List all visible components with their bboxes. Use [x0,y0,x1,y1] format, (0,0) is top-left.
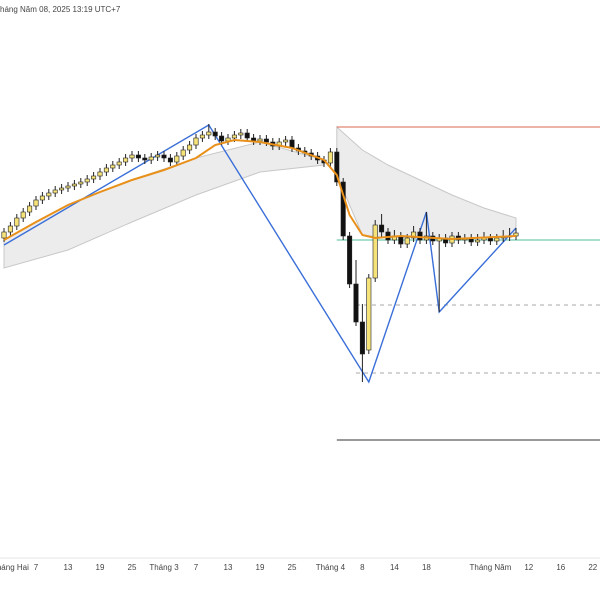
candle-body [1,231,7,239]
x-tick-label: 7 [34,563,39,572]
x-tick-label: Tháng Năm [470,563,512,572]
candle-body [142,157,148,161]
x-tick-label: 7 [194,563,199,572]
candle-body [46,192,52,197]
candle-body [39,195,45,201]
candle-body [353,283,359,323]
candle-body [20,211,26,219]
candle-body [475,239,481,243]
candle-body [231,134,237,139]
candle-body [84,178,90,183]
candle-body [347,235,353,285]
candle-body [238,132,244,136]
zigzag-line [3,124,517,384]
x-tick-label: 19 [256,563,265,572]
x-tick-label: 12 [524,563,533,572]
x-tick-label: 25 [128,563,137,572]
candle-body [283,139,289,143]
candle-body [27,205,33,213]
x-tick-label: 22 [588,563,597,572]
x-tick-label: Tháng 4 [316,563,346,572]
x-tick-label: 8 [360,563,365,572]
candle-body [161,154,167,159]
candle-body [59,187,65,191]
candle-body [417,231,423,241]
x-tick-label: 25 [288,563,297,572]
candle-body [78,181,84,185]
candle-body [135,154,141,159]
candle-body [199,134,205,139]
x-tick-label: 13 [224,563,233,572]
x-tick-label: 18 [422,563,431,572]
x-tick-label: Tháng Hai [0,563,29,572]
x-tick-label: 19 [96,563,105,572]
candle-body [103,167,109,173]
candle-body [340,181,346,237]
candle-body [65,185,71,189]
header: háng Năm 08, 2025 13:19 UTC+7 [0,5,121,14]
candle-body [193,137,199,146]
candle-body [334,151,340,183]
candle-body [123,157,129,163]
candle-body [257,138,263,142]
candle-body [212,131,218,137]
x-tick-label: 13 [64,563,73,572]
candle-body [366,277,372,351]
candle-body [155,154,161,158]
moving-average [3,138,517,241]
candle-body [7,225,13,233]
candle-body [91,175,97,180]
candle-body [180,149,186,157]
candle-body [52,189,58,194]
x-tick-label: 14 [390,563,399,572]
candle-body [398,235,404,245]
candle-body [14,217,20,227]
candle-body [148,156,154,161]
candle-body [244,132,250,139]
candle-body [97,171,103,177]
candle-body [71,183,77,187]
x-tick-label: 16 [556,563,565,572]
x-tick-label: Tháng 3 [149,563,179,572]
candle-body [379,224,385,233]
candle-body [219,135,225,142]
candle-body [494,237,500,242]
candle-body [372,224,378,279]
candle-body [411,231,417,239]
candle-body [487,237,493,242]
candle-body [116,161,122,166]
candle-body [404,237,410,245]
candle-body [110,164,116,169]
candle-body [206,131,212,136]
candle-body [359,321,365,355]
candle-body [327,151,333,164]
candle-body [129,154,135,159]
candle-body [174,155,180,163]
candle-body [33,199,39,207]
candle-body [263,138,269,143]
candle-body [187,144,193,151]
candle-body [167,157,173,163]
